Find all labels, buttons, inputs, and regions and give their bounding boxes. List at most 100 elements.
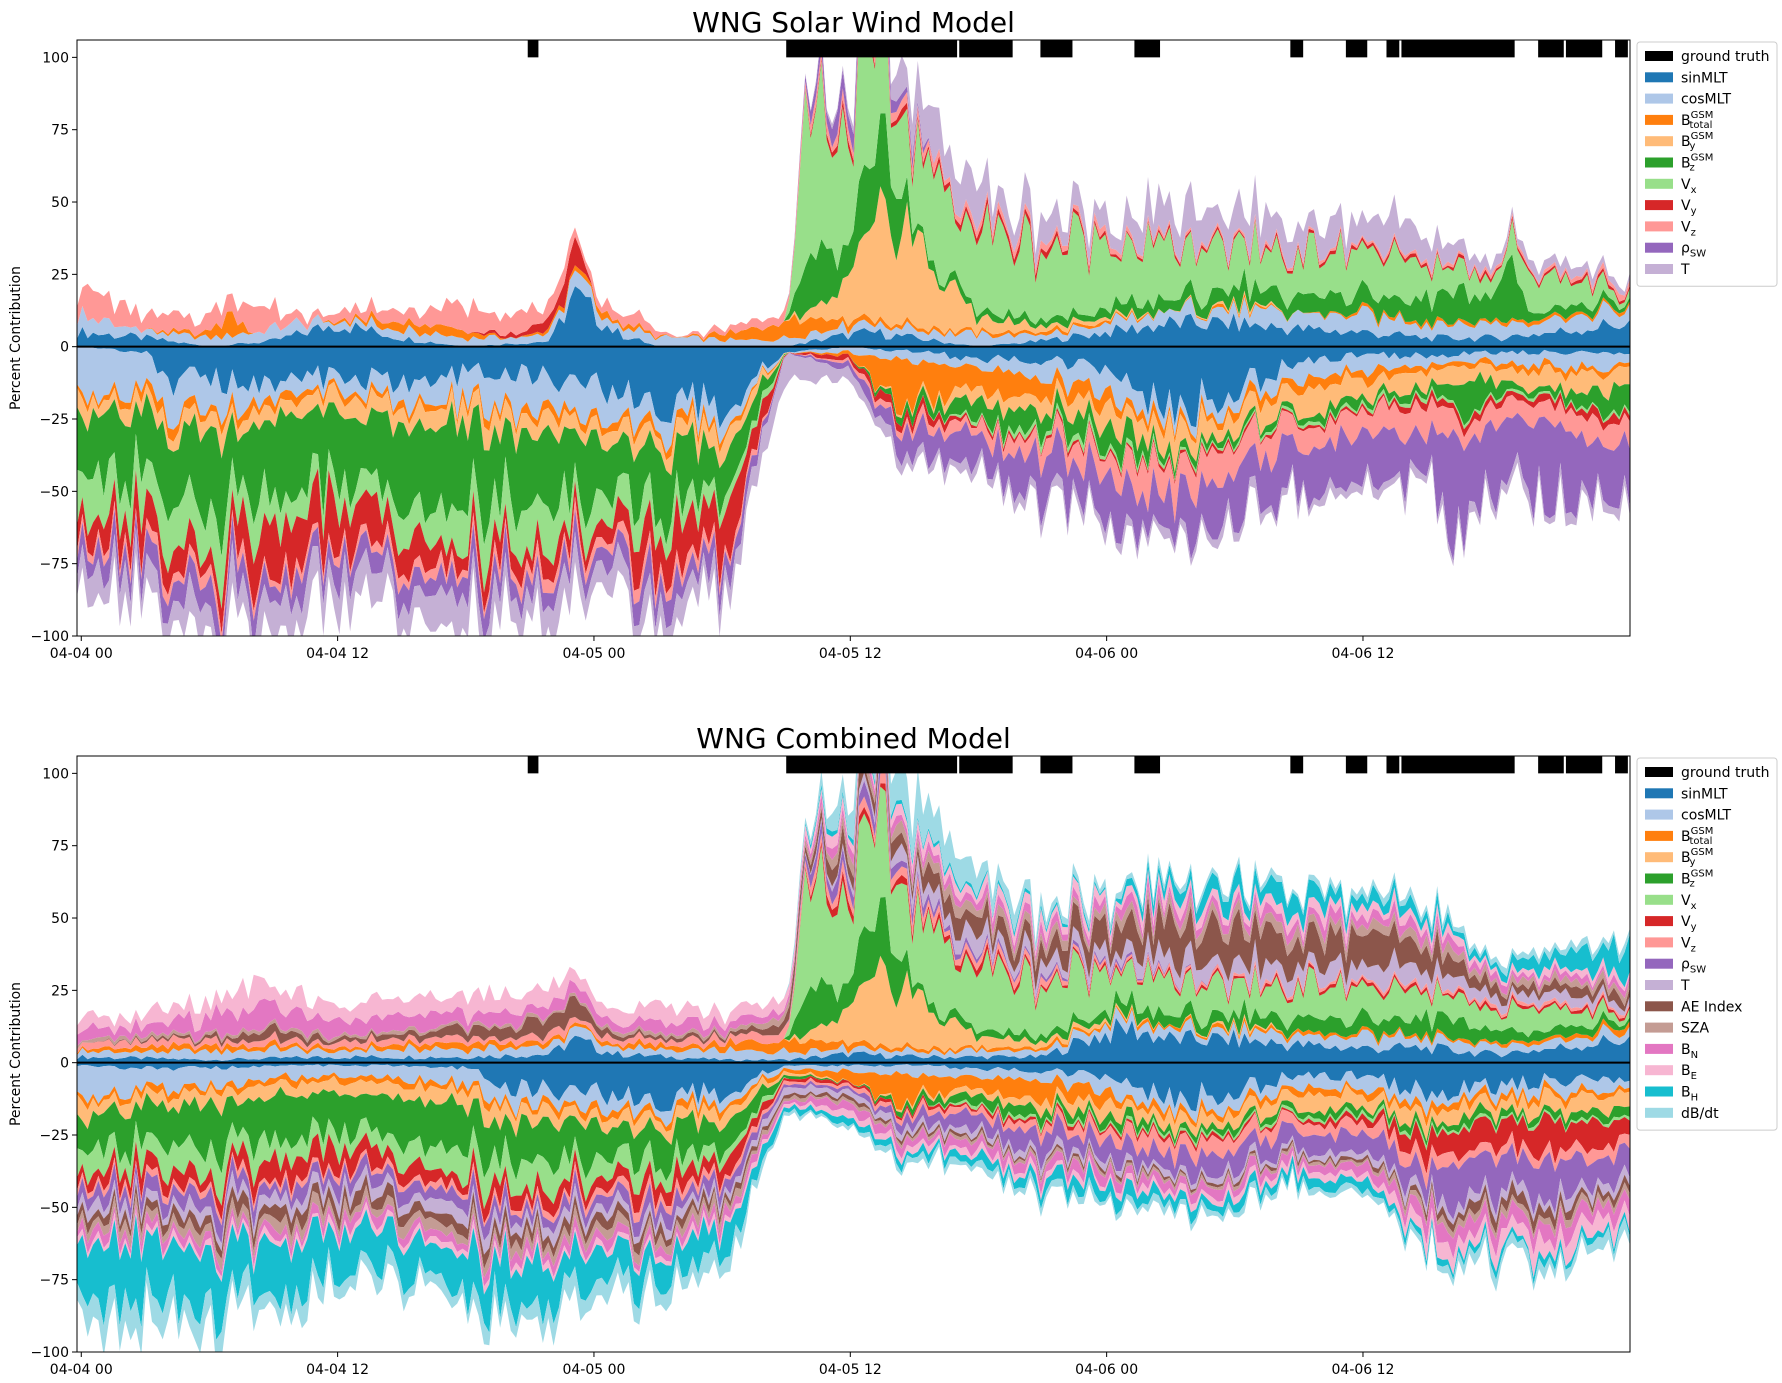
y-tick-label: 50 <box>51 195 69 211</box>
legend-swatch <box>1645 178 1673 189</box>
x-tick-label: 04-06 12 <box>1332 1362 1395 1378</box>
legend-swatch <box>1645 200 1673 211</box>
ground-truth-bar <box>1565 756 1603 774</box>
ground-truth-bar <box>1615 40 1628 58</box>
legend-label: BGSM total <box>1681 826 1713 847</box>
legend-swatch <box>1645 114 1673 125</box>
y-tick-label: 25 <box>51 267 69 283</box>
x-tick-label: 04-05 12 <box>819 646 882 662</box>
legend-swatch <box>1645 221 1673 232</box>
ground-truth-bar <box>1290 40 1304 58</box>
area-Vx-negative <box>77 352 1630 609</box>
x-tick-label: 04-06 12 <box>1332 646 1395 662</box>
legend-label: ρSW <box>1681 957 1706 976</box>
legend-swatch <box>1645 873 1673 884</box>
area-Vx-positive <box>77 40 1630 341</box>
area-sinMLT-positive <box>77 1017 1630 1063</box>
area-Vx-positive <box>77 786 1630 1054</box>
legend-swatch <box>1645 1065 1673 1076</box>
legend-label: AE Index <box>1681 999 1742 1015</box>
y-tick-label: −75 <box>39 1273 69 1289</box>
ground-truth-bar <box>1290 756 1304 774</box>
legend-label: sinMLT <box>1681 786 1728 802</box>
legend-label: BGSM z <box>1681 869 1713 890</box>
legend-swatch <box>1645 1022 1673 1033</box>
ground-truth-bar <box>1538 40 1564 58</box>
legend-label: Vz <box>1681 219 1696 238</box>
ground-truth-bar <box>959 756 1013 774</box>
legend-label: dB/dt <box>1681 1106 1719 1122</box>
legend-label: cosMLT <box>1681 92 1732 108</box>
legend-label: BN <box>1681 1042 1698 1061</box>
area-Bz-negative <box>77 1074 1630 1182</box>
legend-label: SZA <box>1681 1021 1709 1037</box>
area-Vz-positive <box>77 40 1630 341</box>
y-axis-label: Percent Contribution <box>8 266 24 410</box>
x-tick-label: 04-04 12 <box>306 1362 369 1378</box>
area-cosMLT-negative <box>77 1064 1630 1128</box>
legend-swatch <box>1645 1107 1673 1118</box>
chart-title: WNG Solar Wind Model <box>692 6 1015 39</box>
ground-truth-bar <box>1040 756 1073 774</box>
area-Bz-positive <box>77 113 1630 341</box>
area-rho-negative <box>77 1080 1630 1244</box>
x-tick-label: 04-04 00 <box>50 646 113 662</box>
legend-label: Vy <box>1681 198 1697 217</box>
y-tick-label: −50 <box>39 484 69 500</box>
legend-label: Vy <box>1681 914 1697 933</box>
ground-truth-bar <box>1134 756 1161 774</box>
legend-label: BGSM y <box>1681 131 1713 152</box>
area-Vx-negative <box>77 1075 1630 1210</box>
ground-truth-bar <box>1401 40 1515 58</box>
legend-swatch <box>1645 242 1673 253</box>
area-By-positive <box>77 186 1630 341</box>
stacked-areas <box>77 756 1630 1352</box>
area-Bz-negative <box>77 352 1630 557</box>
legend-label: BGSM total <box>1681 110 1713 131</box>
ground-truth-bar <box>1345 756 1368 774</box>
plot-frame <box>76 39 1631 637</box>
area-Vy-negative <box>77 352 1630 635</box>
legend-label: Vx <box>1681 177 1697 196</box>
ground-truth-bar <box>786 40 958 58</box>
area-BE-positive <box>77 756 1630 1036</box>
legend-label: BE <box>1681 1063 1697 1082</box>
legend-label: T <box>1680 978 1690 994</box>
x-tick-label: 04-05 00 <box>562 1362 625 1378</box>
area-cosMLT-negative <box>77 346 1630 454</box>
legend-label: Vz <box>1681 935 1696 954</box>
y-tick-label: −75 <box>39 557 69 573</box>
legend-label: T <box>1680 262 1690 278</box>
area-BH-negative <box>77 1104 1630 1340</box>
ground-truth-bar <box>1040 40 1073 58</box>
x-tick-label: 04-05 12 <box>819 1362 882 1378</box>
legend-label: ground truth <box>1681 49 1769 65</box>
y-tick-label: −100 <box>31 1345 69 1361</box>
area-Btot-positive <box>77 1004 1630 1056</box>
legend-swatch <box>1645 830 1673 841</box>
legend-label: Vx <box>1681 893 1697 912</box>
x-tick-label: 04-06 00 <box>1075 646 1138 662</box>
ground-truth-bar <box>1565 40 1603 58</box>
ground-truth-bar <box>1134 40 1161 58</box>
ground-truth-bar <box>1386 40 1400 58</box>
x-tick-label: 04-04 00 <box>50 1362 113 1378</box>
ground-truth-bar <box>1538 756 1564 774</box>
legend-swatch <box>1645 958 1673 969</box>
area-sinMLT-negative <box>77 1062 1630 1112</box>
legend-swatch <box>1645 1043 1673 1054</box>
x-tick-label: 04-04 12 <box>306 646 369 662</box>
y-tick-label: 0 <box>60 1056 69 1072</box>
ground-truth-bar <box>1386 756 1400 774</box>
area-Vy-positive <box>77 783 1630 1054</box>
area-BN-positive <box>77 756 1630 1047</box>
y-tick-label: −100 <box>31 629 69 645</box>
legend-label: BGSM y <box>1681 847 1713 868</box>
area-Bz-positive <box>77 897 1630 1054</box>
legend-swatch <box>1645 1086 1673 1097</box>
area-Vz-positive <box>77 772 1630 1054</box>
ground-truth-bar <box>1615 756 1628 774</box>
legend-swatch <box>1645 809 1673 820</box>
